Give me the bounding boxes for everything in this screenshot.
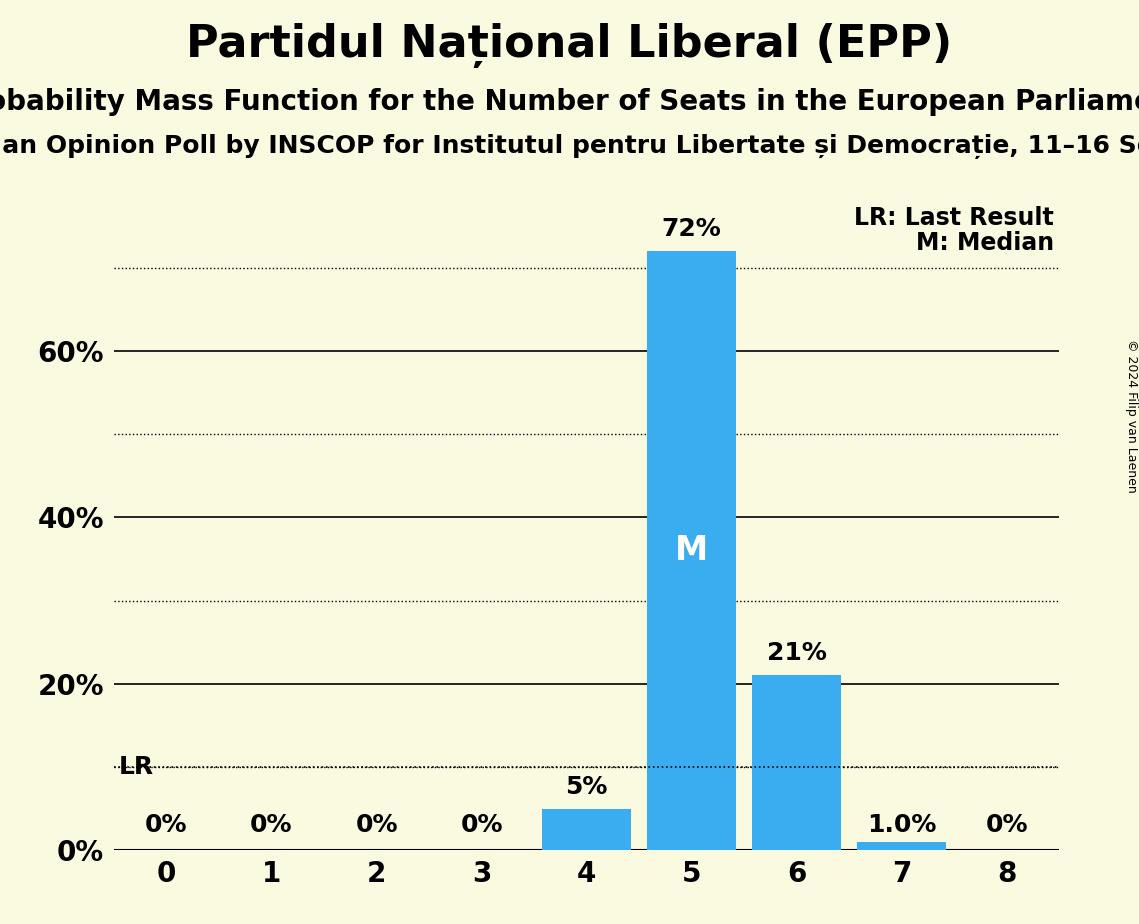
Text: 0%: 0% (145, 813, 188, 837)
Text: Probability Mass Function for the Number of Seats in the European Parliament: Probability Mass Function for the Number… (0, 88, 1139, 116)
Text: 0%: 0% (251, 813, 293, 837)
Text: Based on an Opinion Poll by INSCOP for Institutul pentru Libertate și Democrație: Based on an Opinion Poll by INSCOP for I… (0, 134, 1139, 159)
Bar (542, 808, 631, 850)
Bar (857, 842, 947, 850)
Text: 21%: 21% (767, 641, 827, 665)
Text: Partidul Național Liberal (EPP): Partidul Național Liberal (EPP) (187, 23, 952, 68)
Text: M: Median: M: Median (916, 231, 1054, 254)
Text: © 2024 Filip van Laenen: © 2024 Filip van Laenen (1124, 339, 1138, 492)
Bar (752, 675, 842, 850)
Text: M: M (675, 534, 708, 567)
Text: 0%: 0% (460, 813, 502, 837)
Text: LR: LR (120, 755, 154, 779)
Text: 0%: 0% (985, 813, 1029, 837)
Text: 1.0%: 1.0% (867, 813, 936, 837)
Text: 0%: 0% (355, 813, 398, 837)
Bar (647, 251, 736, 850)
Text: 72%: 72% (662, 217, 721, 241)
Text: LR: Last Result: LR: Last Result (854, 206, 1054, 229)
Text: 5%: 5% (565, 774, 608, 798)
